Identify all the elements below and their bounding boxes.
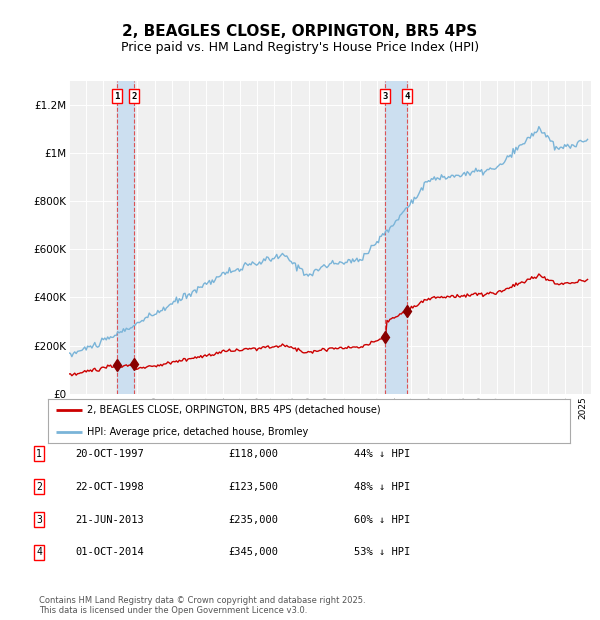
Bar <box>117 81 134 394</box>
Text: 4: 4 <box>36 547 42 557</box>
Bar <box>385 81 407 394</box>
Text: 53% ↓ HPI: 53% ↓ HPI <box>354 547 410 557</box>
Text: Price paid vs. HM Land Registry's House Price Index (HPI): Price paid vs. HM Land Registry's House … <box>121 41 479 54</box>
Text: 21-JUN-2013: 21-JUN-2013 <box>75 515 144 525</box>
Text: 2: 2 <box>36 482 42 492</box>
Text: 2, BEAGLES CLOSE, ORPINGTON, BR5 4PS: 2, BEAGLES CLOSE, ORPINGTON, BR5 4PS <box>122 24 478 38</box>
Text: 3: 3 <box>36 515 42 525</box>
Text: 4: 4 <box>404 92 410 101</box>
Text: £123,500: £123,500 <box>228 482 278 492</box>
Text: 01-OCT-2014: 01-OCT-2014 <box>75 547 144 557</box>
Text: £118,000: £118,000 <box>228 449 278 459</box>
Text: 48% ↓ HPI: 48% ↓ HPI <box>354 482 410 492</box>
Text: £345,000: £345,000 <box>228 547 278 557</box>
Text: 3: 3 <box>382 92 388 101</box>
Text: 44% ↓ HPI: 44% ↓ HPI <box>354 449 410 459</box>
Text: £235,000: £235,000 <box>228 515 278 525</box>
Text: 22-OCT-1998: 22-OCT-1998 <box>75 482 144 492</box>
Text: HPI: Average price, detached house, Bromley: HPI: Average price, detached house, Brom… <box>87 427 308 437</box>
Text: Contains HM Land Registry data © Crown copyright and database right 2025.
This d: Contains HM Land Registry data © Crown c… <box>39 596 365 615</box>
Text: 1: 1 <box>36 449 42 459</box>
Text: 2: 2 <box>131 92 137 101</box>
Text: 60% ↓ HPI: 60% ↓ HPI <box>354 515 410 525</box>
Text: 20-OCT-1997: 20-OCT-1997 <box>75 449 144 459</box>
Text: 1: 1 <box>114 92 119 101</box>
Text: 2, BEAGLES CLOSE, ORPINGTON, BR5 4PS (detached house): 2, BEAGLES CLOSE, ORPINGTON, BR5 4PS (de… <box>87 405 381 415</box>
